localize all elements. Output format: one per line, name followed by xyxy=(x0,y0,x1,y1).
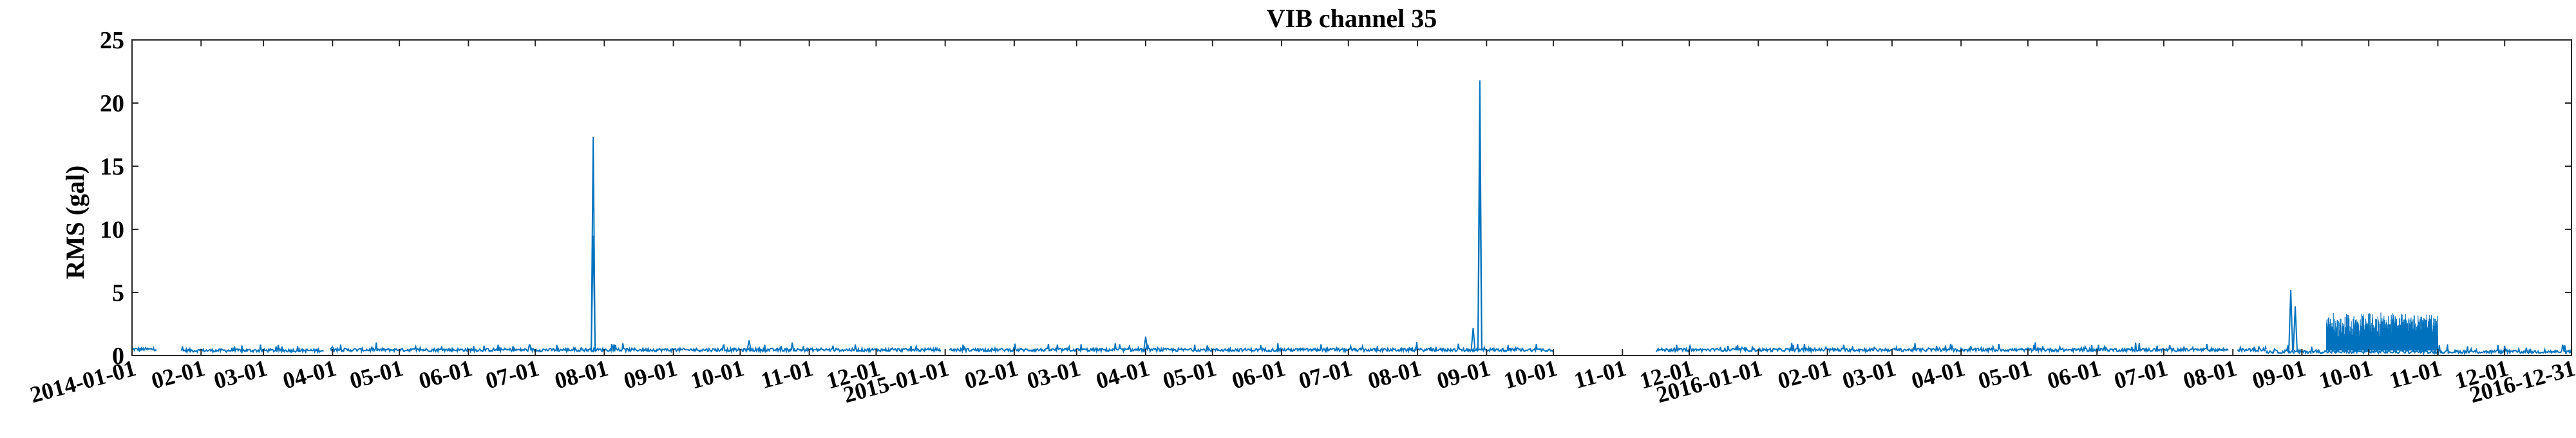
y-tick-label-1: 5 xyxy=(112,280,124,307)
baseline-segment-4 xyxy=(1656,342,2229,354)
axes-layer xyxy=(131,39,2572,356)
series-layer xyxy=(131,80,2572,356)
x-tick-label-25: 02-01 xyxy=(1775,355,1833,394)
x-tick-label-8: 09-01 xyxy=(621,355,679,394)
x-tick-label-10: 11-01 xyxy=(758,355,816,394)
y-tick-labels: 0 5 10 15 20 25 xyxy=(100,27,2571,370)
x-tick-label-20: 09-01 xyxy=(1434,355,1493,394)
peak-3 xyxy=(746,340,752,351)
x-tick-label-31: 08-01 xyxy=(2181,355,2239,394)
x-tick-label-19: 08-01 xyxy=(1365,355,1424,394)
y-axis-label: RMS (gal) xyxy=(61,166,90,280)
x-tick-label-2: 03-01 xyxy=(211,355,270,394)
baseline-segment-3 xyxy=(949,341,1554,354)
y-tick-label-3: 15 xyxy=(100,153,124,180)
baseline-segment-5 xyxy=(2237,345,2268,354)
baseline-segment-1 xyxy=(180,344,324,355)
x-tick-label-27: 04-01 xyxy=(1909,355,1967,394)
x-tick-label-16: 05-01 xyxy=(1160,355,1218,394)
peak-9 xyxy=(2293,306,2298,351)
dense-noise-segment xyxy=(2325,312,2438,351)
x-tick-label-7: 08-01 xyxy=(552,355,611,394)
y-tick-label-2: 10 xyxy=(100,216,124,243)
chart-title: VIB channel 35 xyxy=(1267,4,1437,33)
x-tick-label-32: 09-01 xyxy=(2249,355,2308,394)
x-tick-label-14: 03-01 xyxy=(1024,355,1083,394)
y-tick-label-0: 0 xyxy=(112,343,124,370)
x-tick-label-3: 04-01 xyxy=(280,355,339,394)
x-tick-label-33: 10-01 xyxy=(2316,355,2375,394)
x-tick-label-34: 11-01 xyxy=(2387,355,2445,394)
baseline-segment-2 xyxy=(330,342,942,354)
peak-7 xyxy=(1477,157,1482,351)
x-tick-label-4: 05-01 xyxy=(347,355,406,394)
x-tick-label-18: 07-01 xyxy=(1296,355,1354,394)
y-tick-label-5: 25 xyxy=(100,27,124,54)
x-tick-label-17: 06-01 xyxy=(1229,355,1288,394)
x-tick-label-29: 06-01 xyxy=(2045,355,2103,394)
x-tick-label-1: 02-01 xyxy=(149,355,207,394)
peak-1 xyxy=(591,235,596,351)
peak-2 xyxy=(330,345,336,351)
x-tick-label-6: 07-01 xyxy=(483,355,542,394)
peak-5 xyxy=(1470,327,1476,351)
x-tick-label-26: 03-01 xyxy=(1839,355,1898,394)
y-tick-label-4: 20 xyxy=(100,90,124,117)
x-tick-label-5: 06-01 xyxy=(416,355,475,394)
plot-frame xyxy=(131,39,2572,356)
x-tick-label-9: 10-01 xyxy=(688,355,746,394)
baseline-segment-6 xyxy=(2266,344,2572,356)
baseline-segment-0 xyxy=(131,346,157,353)
x-tick-label-30: 07-01 xyxy=(2111,355,2170,394)
x-tick-label-15: 04-01 xyxy=(1094,355,1152,394)
x-tick-label-22: 11-01 xyxy=(1571,355,1629,394)
x-tick-labels: 2014-01-01 02-01 03-01 04-01 05-01 06-01 07-01… xyxy=(27,40,2576,408)
x-tick-label-28: 05-01 xyxy=(1975,355,2034,394)
x-tick-label-13: 02-01 xyxy=(961,355,1020,394)
peak-4 xyxy=(1143,336,1148,351)
peak-8 xyxy=(2288,290,2294,351)
x-tick-label-21: 10-01 xyxy=(1501,355,1560,394)
